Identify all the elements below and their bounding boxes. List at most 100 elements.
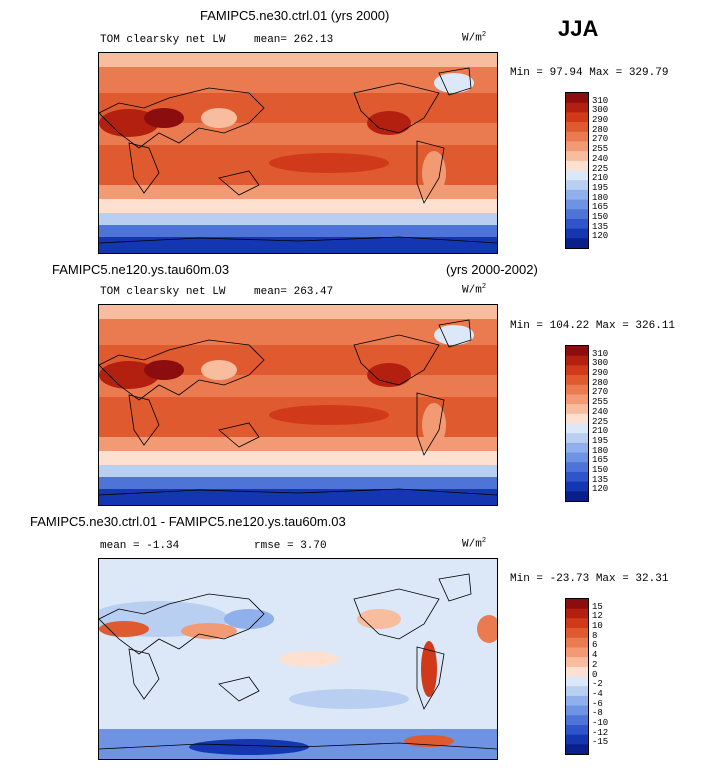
colorbar-tick-label: -12 <box>592 727 609 738</box>
colorbar-segment <box>566 724 588 736</box>
greenland-outline <box>438 67 472 96</box>
panel-2-field: TOM clearsky net LW <box>100 286 226 298</box>
band-arctic <box>99 305 497 319</box>
australia-outline <box>218 170 260 196</box>
band-southern-ocean <box>99 213 497 225</box>
band-sh-hi <box>99 199 497 213</box>
colorbar-segment <box>566 676 588 687</box>
colorbar-tick-label: 12 <box>592 611 603 622</box>
africa-outline <box>128 648 160 700</box>
diff-blob-7 <box>477 615 497 643</box>
colorbar-tick-label: 120 <box>592 484 609 495</box>
panel-3-map-svg <box>99 559 497 759</box>
panel-2-map <box>98 304 498 506</box>
colorbar-tick-label: -6 <box>592 698 603 709</box>
australia-outline <box>218 676 260 702</box>
hotspot-arabia <box>144 108 184 128</box>
band-southern-ocean <box>99 465 497 477</box>
colorbar-tick-label: 310 <box>592 348 609 359</box>
colorbar-segment <box>566 657 588 668</box>
panel-2-subtitle: (yrs 2000-2002) <box>446 262 538 277</box>
colorbar-segment <box>566 404 588 415</box>
colorbar-segment <box>566 346 588 357</box>
greenland-cool <box>434 325 474 345</box>
colorbar-segment <box>566 238 588 249</box>
colorbar-segment <box>566 433 588 444</box>
panel-1-title: FAMIPC5.ne30.ctrl.01 (yrs 2000) <box>200 8 390 23</box>
coastlines <box>99 573 497 750</box>
colorbar-tick-label: 165 <box>592 202 609 213</box>
colorbar-segment <box>566 734 588 745</box>
band-sh-mid <box>99 437 497 451</box>
panel-2-colorbar <box>565 345 589 502</box>
tibet-cool <box>201 360 237 380</box>
hotspot-n-america <box>367 111 411 135</box>
colorbar-tick-label: 210 <box>592 426 609 437</box>
panel-3-colorbar-svg <box>566 599 588 755</box>
colorbar-tick-label: 135 <box>592 474 609 485</box>
coastlines <box>99 67 497 244</box>
band-nh-mid <box>99 319 497 345</box>
colorbar-tick-label: 255 <box>592 144 609 155</box>
south-america <box>422 151 446 195</box>
colorbar-segment <box>566 228 588 239</box>
panel-2-range: Min = 104.22 Max = 326.11 <box>510 320 676 332</box>
panel-2-colorbar-svg <box>566 346 588 502</box>
south-america <box>422 403 446 447</box>
band-antarctic-edge <box>99 477 497 489</box>
greenland-outline <box>438 573 472 602</box>
colorbar-tick-label: 4 <box>592 650 598 661</box>
tibet-cool <box>201 108 237 128</box>
africa-outline <box>128 142 160 194</box>
pacific-subtropics <box>269 153 389 173</box>
colorbar-segment <box>566 112 588 123</box>
n-america-outline <box>353 82 440 134</box>
band-nh-mid <box>99 67 497 93</box>
diff-blob-5 <box>279 651 339 667</box>
colorbar-tick-label: 195 <box>592 435 609 446</box>
panel-1-colorbar <box>565 92 589 249</box>
colorbar-segment <box>566 491 588 502</box>
colorbar-segment <box>566 151 588 162</box>
s-america-outline <box>416 646 445 710</box>
band-antarctic-edge <box>99 225 497 237</box>
colorbar-tick-label: 120 <box>592 231 609 242</box>
colorbar-segment <box>566 365 588 376</box>
colorbar-tick-label: 240 <box>592 406 609 417</box>
hotspot-n-america <box>367 363 411 387</box>
colorbar-tick-label: -10 <box>592 717 609 728</box>
colorbar-segment <box>566 695 588 707</box>
colorbar-tick-label: 165 <box>592 455 609 466</box>
colorbar-segment <box>566 394 588 405</box>
colorbar-tick-label: 270 <box>592 387 609 398</box>
diff-blob-2 <box>99 621 149 637</box>
n-america-outline <box>353 588 440 640</box>
colorbar-tick-label: 210 <box>592 173 609 184</box>
colorbar-segment <box>566 462 588 473</box>
colorbar-segment <box>566 715 588 726</box>
panel-3-mean: mean = -1.34 <box>100 540 180 552</box>
diff-blob-4 <box>224 609 274 629</box>
n-america-outline <box>353 334 440 386</box>
coastlines <box>99 319 497 496</box>
colorbar-segment <box>566 180 588 191</box>
band-arctic <box>99 53 497 67</box>
antarctica-outline <box>99 488 497 496</box>
colorbar-segment <box>566 355 588 366</box>
colorbar-segment <box>566 122 588 133</box>
diff-blob-8 <box>289 689 409 709</box>
colorbar-segment <box>566 384 588 395</box>
colorbar-tick-label: 150 <box>592 211 609 222</box>
colorbar-segment <box>566 423 588 434</box>
colorbar-tick-label: 300 <box>592 358 609 369</box>
colorbar-segment <box>566 199 588 210</box>
colorbar-tick-label: 8 <box>592 630 598 641</box>
colorbar-tick-label: 6 <box>592 640 598 651</box>
colorbar-tick-label: -4 <box>592 688 603 699</box>
colorbar-segment <box>566 471 588 483</box>
band-antarctica <box>99 489 497 505</box>
diff-blob-3 <box>181 623 237 639</box>
colorbar-tick-label: 2 <box>592 659 598 670</box>
pacific-subtropics <box>269 405 389 425</box>
diff-blob-andes <box>421 641 437 697</box>
